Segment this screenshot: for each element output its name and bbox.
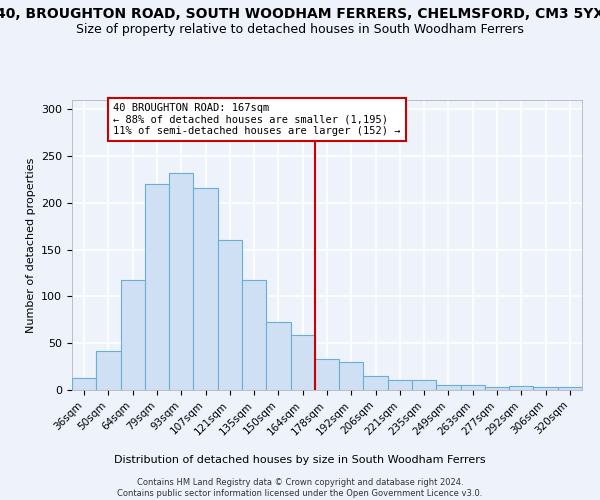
Bar	[121, 280, 145, 390]
Bar	[266, 322, 290, 390]
Text: 40 BROUGHTON ROAD: 167sqm
← 88% of detached houses are smaller (1,195)
11% of se: 40 BROUGHTON ROAD: 167sqm ← 88% of detac…	[113, 103, 401, 136]
Bar	[169, 173, 193, 390]
Bar	[339, 362, 364, 390]
Bar	[558, 387, 582, 390]
Bar	[533, 387, 558, 390]
Bar	[364, 376, 388, 390]
Text: Contains HM Land Registry data © Crown copyright and database right 2024.
Contai: Contains HM Land Registry data © Crown c…	[118, 478, 482, 498]
Bar	[72, 378, 96, 390]
Bar	[485, 387, 509, 390]
Bar	[193, 188, 218, 390]
Bar	[242, 280, 266, 390]
Text: Size of property relative to detached houses in South Woodham Ferrers: Size of property relative to detached ho…	[76, 22, 524, 36]
Bar	[218, 240, 242, 390]
Bar	[96, 350, 121, 390]
Bar	[412, 380, 436, 390]
Bar	[145, 184, 169, 390]
Bar	[315, 359, 339, 390]
Y-axis label: Number of detached properties: Number of detached properties	[26, 158, 35, 332]
Bar	[290, 335, 315, 390]
Bar	[461, 386, 485, 390]
Bar	[436, 386, 461, 390]
Bar	[509, 386, 533, 390]
Text: Distribution of detached houses by size in South Woodham Ferrers: Distribution of detached houses by size …	[114, 455, 486, 465]
Text: 40, BROUGHTON ROAD, SOUTH WOODHAM FERRERS, CHELMSFORD, CM3 5YX: 40, BROUGHTON ROAD, SOUTH WOODHAM FERRER…	[0, 8, 600, 22]
Bar	[388, 380, 412, 390]
